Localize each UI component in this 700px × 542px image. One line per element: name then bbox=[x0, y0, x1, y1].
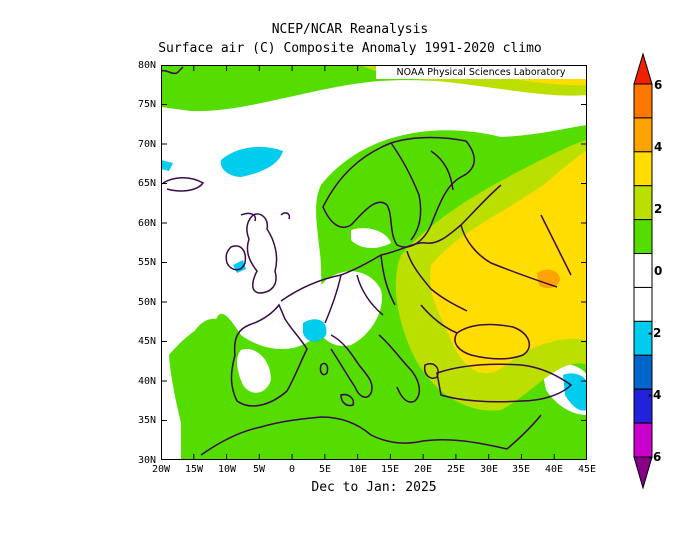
lon-label: 35E bbox=[511, 464, 531, 475]
lat-label: 30N bbox=[137, 455, 156, 466]
lon-label: 25E bbox=[446, 464, 466, 475]
lat-label: 55N bbox=[137, 257, 156, 268]
shade-cyan-norwegian-sea bbox=[220, 146, 283, 177]
colorbar-segment bbox=[633, 286, 653, 322]
credit-label: NOAA Physical Sciences Laboratory bbox=[376, 66, 586, 79]
shade-cyan-atlantic bbox=[161, 160, 173, 171]
lon-label: 10W bbox=[217, 464, 237, 475]
colorbar-segment bbox=[633, 185, 653, 221]
coastlines bbox=[161, 66, 573, 456]
colorbar-label: -2 bbox=[648, 326, 662, 340]
colorbar-segment bbox=[633, 354, 653, 390]
anomaly-map bbox=[161, 65, 587, 460]
chart-subtitle: Surface air (C) Composite Anomaly 1991-2… bbox=[158, 41, 542, 56]
lon-label: 10E bbox=[348, 464, 368, 475]
lon-label: 15W bbox=[184, 464, 204, 475]
colorbar-segment bbox=[633, 253, 653, 288]
colorbar-label: 4 bbox=[654, 140, 663, 154]
colorbar-segment bbox=[633, 151, 653, 187]
lat-label: 40N bbox=[137, 376, 156, 387]
colorbar-segment bbox=[633, 83, 653, 119]
shade-atlantic-green bbox=[181, 318, 236, 460]
lon-label: 30E bbox=[479, 464, 499, 475]
lon-label: 45E bbox=[577, 464, 597, 475]
lon-label: 5E bbox=[318, 464, 332, 475]
lon-label: 15E bbox=[380, 464, 400, 475]
lat-label: 80N bbox=[137, 60, 156, 71]
colorbar bbox=[633, 52, 653, 490]
colorbar-segment bbox=[633, 219, 653, 255]
colorbar-segments bbox=[633, 83, 653, 458]
shade-white-nsea bbox=[351, 228, 391, 249]
colorbar-label: 6 bbox=[654, 78, 663, 92]
colorbar-bottom-arrow bbox=[633, 456, 653, 490]
colorbar-segment bbox=[633, 117, 653, 153]
lon-label: 20E bbox=[413, 464, 433, 475]
shade-cyan-biscay bbox=[303, 319, 327, 342]
colorbar-label: -4 bbox=[648, 388, 662, 402]
lat-label: 75N bbox=[137, 99, 156, 110]
lat-label: 70N bbox=[137, 139, 156, 150]
period-label: Dec to Jan: 2025 bbox=[311, 480, 437, 495]
shade-east-yellow bbox=[430, 150, 587, 374]
lon-label: 20W bbox=[151, 464, 171, 475]
lat-label: 45N bbox=[137, 336, 156, 347]
lon-label: 40E bbox=[544, 464, 564, 475]
lon-label: 0 bbox=[288, 464, 296, 475]
shade-white-alps bbox=[312, 271, 382, 346]
lat-label: 35N bbox=[137, 415, 156, 426]
lon-label: 5W bbox=[252, 464, 266, 475]
chart-title: NCEP/NCAR Reanalysis bbox=[271, 22, 429, 37]
colorbar-label: 2 bbox=[654, 202, 663, 216]
lat-label: 60N bbox=[137, 218, 156, 229]
shade-white-iberia bbox=[237, 349, 271, 393]
shade-orange-spot bbox=[537, 269, 560, 289]
colorbar-label: 0 bbox=[654, 264, 663, 278]
colorbar-top-arrow bbox=[633, 52, 653, 85]
lat-label: 50N bbox=[137, 297, 156, 308]
colorbar-label: -6 bbox=[648, 450, 662, 464]
lat-label: 65N bbox=[137, 178, 156, 189]
